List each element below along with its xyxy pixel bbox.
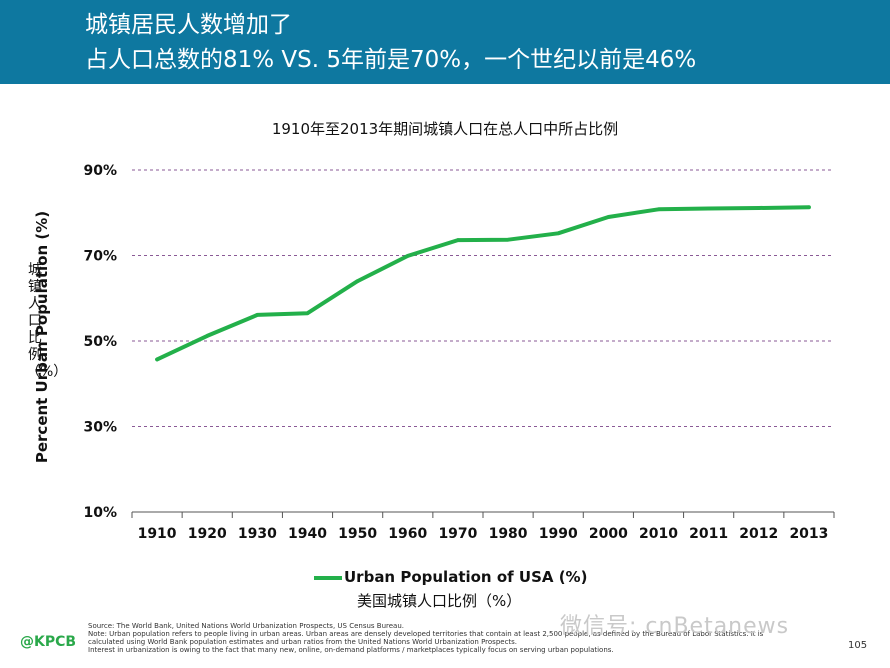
slide-title-line2: 占人口总数的81% VS. 5年前是70%，一个世纪以前是46%	[85, 47, 697, 73]
data-point	[606, 215, 611, 219]
legend-label: Urban Population of USA (%)	[344, 568, 588, 586]
x-tick-label: 1920	[188, 526, 227, 542]
x-tick-label: 2010	[639, 526, 678, 542]
data-point	[706, 206, 711, 211]
data-point	[205, 334, 210, 338]
x-tick-label: 1970	[438, 526, 477, 542]
slide-header: 城镇居民人数增加了 占人口总数的81% VS. 5年前是70%，一个世纪以前是4…	[0, 0, 890, 84]
x-tick-label: 1960	[388, 526, 427, 542]
legend-label-chinese: 美国城镇人口比例（%）	[357, 592, 522, 610]
x-tick-label: 2000	[589, 526, 628, 542]
page-number: 105	[848, 640, 868, 651]
series-line-urban-population	[155, 205, 811, 362]
x-tick-label: 2011	[689, 526, 728, 542]
legend-swatch	[314, 575, 342, 580]
data-point	[155, 357, 159, 362]
data-point	[756, 206, 761, 210]
data-point	[506, 237, 510, 242]
y-axis-label-chinese: 城镇人口比例（%）	[26, 262, 68, 380]
y-tick-label: 50%	[83, 334, 117, 350]
data-point	[456, 238, 460, 242]
data-point	[355, 279, 360, 283]
x-tick-label: 1930	[238, 526, 277, 542]
chart-title: 1910年至2013年期间城镇人口在总人口中所占比例	[271, 120, 619, 138]
footnote-interest: Interest in urbanization is owing to the…	[88, 646, 614, 654]
data-point	[255, 313, 260, 317]
footnote-source: Source: The World Bank, United Nations W…	[88, 622, 405, 630]
data-point	[656, 207, 661, 212]
x-tick-label: 1990	[539, 526, 578, 542]
y-tick-label: 30%	[83, 420, 117, 436]
footnotes: Source: The World Bank, United Nations W…	[88, 622, 828, 654]
x-tick-label: 1980	[489, 526, 528, 542]
kpcb-logo: @KPCB	[20, 634, 77, 650]
x-tick-label: 1950	[338, 526, 377, 542]
data-point	[556, 231, 561, 236]
footnote-note: Note: Urban population refers to people …	[88, 630, 764, 638]
data-point	[405, 254, 410, 258]
wechat-watermark: 微信号: cnBetanews	[560, 614, 790, 639]
x-tick-label: 1940	[288, 526, 327, 542]
x-tick-label: 2013	[789, 526, 828, 542]
y-tick-label: 10%	[83, 505, 117, 521]
chart-legend: Urban Population of USA (%)	[314, 568, 587, 586]
x-tick-label: 1910	[138, 526, 177, 542]
slide-title-line1: 城镇居民人数增加了	[85, 12, 292, 38]
data-point	[807, 205, 811, 209]
data-point	[305, 311, 310, 316]
footnote-note-cont: calculated using World Bank population e…	[88, 638, 518, 646]
y-tick-label: 90%	[83, 163, 117, 179]
x-tick-label: 2012	[739, 526, 778, 542]
y-tick-label: 70%	[83, 249, 117, 265]
